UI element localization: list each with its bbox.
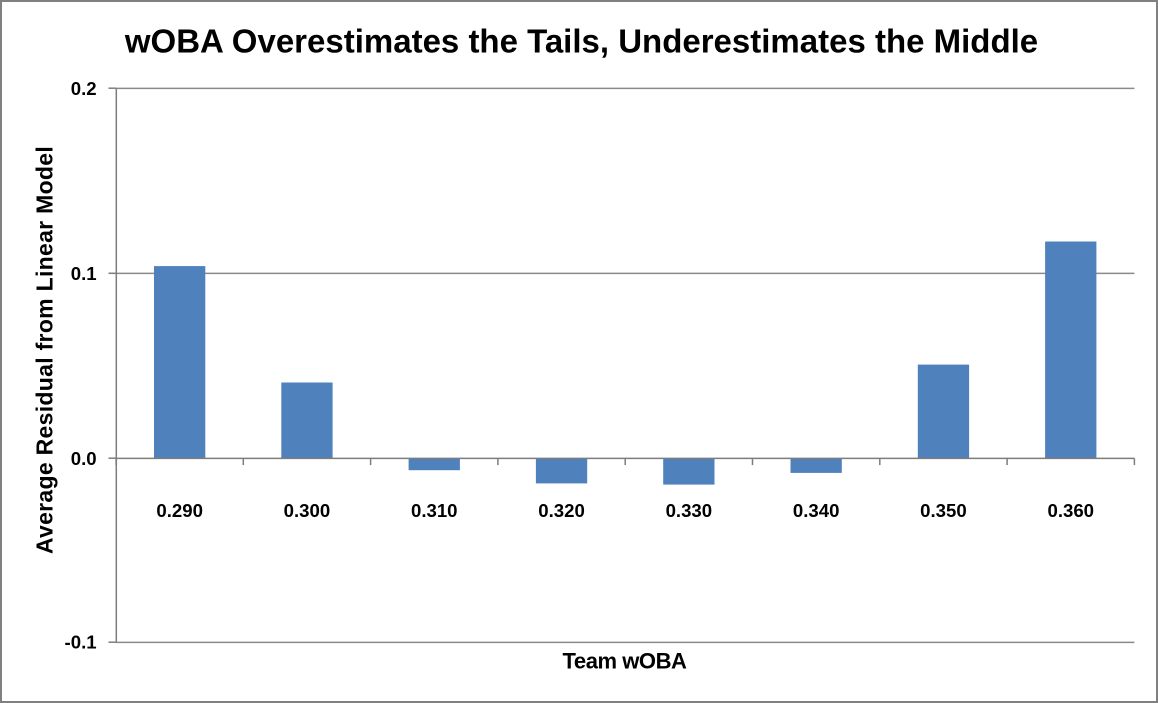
svg-text:0.310: 0.310 bbox=[411, 500, 458, 521]
svg-text:0.340: 0.340 bbox=[793, 500, 840, 521]
svg-text:0.320: 0.320 bbox=[538, 500, 585, 521]
svg-text:wOBA Overestimates the Tails,: wOBA Overestimates the Tails, Underestim… bbox=[124, 23, 1038, 60]
svg-text:0.290: 0.290 bbox=[156, 500, 203, 521]
svg-text:0.0: 0.0 bbox=[71, 448, 97, 469]
svg-text:0.1: 0.1 bbox=[71, 263, 97, 284]
svg-text:Average Residual from Linear M: Average Residual from Linear Model bbox=[31, 146, 57, 554]
svg-text:Team wOBA: Team wOBA bbox=[563, 649, 687, 674]
svg-text:0.330: 0.330 bbox=[666, 500, 713, 521]
svg-text:0.360: 0.360 bbox=[1047, 500, 1094, 521]
svg-text:0.350: 0.350 bbox=[920, 500, 967, 521]
svg-text:-0.1: -0.1 bbox=[65, 632, 97, 653]
svg-text:0.2: 0.2 bbox=[71, 78, 97, 99]
svg-text:0.300: 0.300 bbox=[284, 500, 331, 521]
